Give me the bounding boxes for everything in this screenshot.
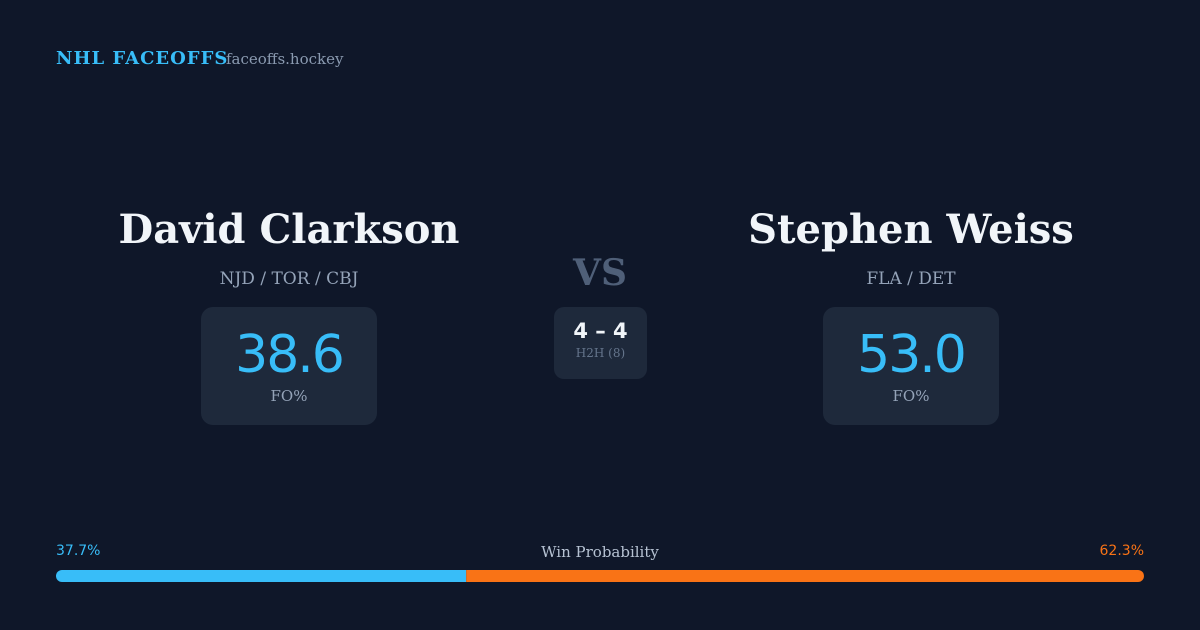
win-prob-segment [466, 570, 1144, 582]
fo-label: FO% [892, 387, 930, 405]
fo-value: 38.6 [235, 325, 345, 385]
brand: NHL FACEOFFS [56, 48, 229, 69]
win-prob-left: 37.7% [56, 543, 101, 559]
h2h-box: 4 – 4 H2H (8) [554, 307, 647, 379]
player-card: David Clarkson NJD / TOR / CBJ 38.6 FO% [39, 206, 539, 425]
h2h-record: 4 – 4 [573, 319, 628, 343]
win-prob-bar [56, 570, 1144, 582]
win-prob-title: Win Probability [541, 543, 659, 561]
stat-box: 38.6 FO% [201, 307, 377, 425]
site: faceoffs.hockey [226, 50, 344, 68]
vs: VS [573, 252, 627, 294]
fo-label: FO% [270, 387, 308, 405]
player-name: Stephen Weiss [748, 206, 1074, 253]
h2h-label: H2H (8) [575, 346, 626, 360]
player-name: David Clarkson [118, 206, 460, 253]
player-teams: FLA / DET [866, 269, 956, 289]
win-prob-segment [56, 570, 467, 582]
win-prob-right: 62.3% [1099, 543, 1144, 559]
player-card: Stephen Weiss FLA / DET 53.0 FO% [661, 206, 1161, 425]
fo-value: 53.0 [857, 325, 967, 385]
player-teams: NJD / TOR / CBJ [219, 269, 359, 289]
stat-box: 53.0 FO% [823, 307, 999, 425]
